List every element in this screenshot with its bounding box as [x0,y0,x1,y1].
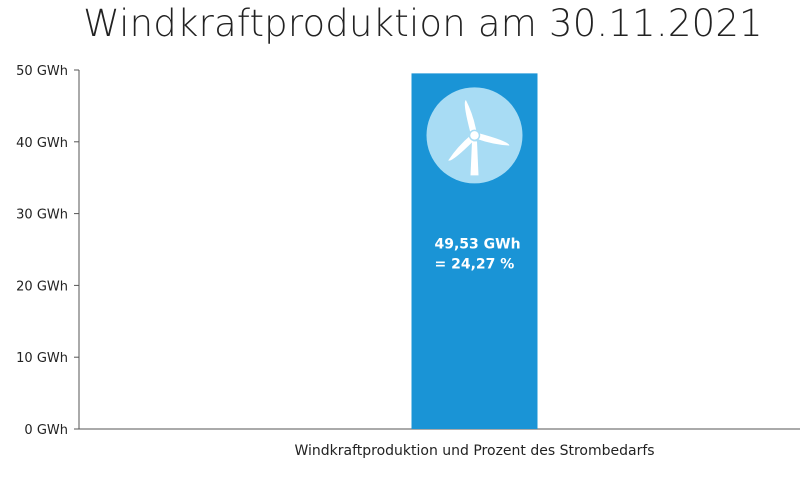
y-tick-label: 50 GWh [16,64,68,79]
bars: 49,53 GWh = 24,27 % [411,73,538,429]
y-axis: 0 GWh 10 GWh 20 GWh 30 GWh 40 GWh 50 GWh [16,64,80,438]
y-tick-label: 40 GWh [16,136,68,151]
y-tick-label: 20 GWh [16,279,68,294]
turbine-blade [475,132,510,146]
turbine-blade [464,100,477,134]
wind-turbine-icon [426,87,523,184]
y-tick-label: 0 GWh [24,423,68,438]
x-category-label: Windkraftproduktion und Prozent des Stro… [294,443,654,459]
chart-title: Windkraftproduktion am 30.11.2021 [83,2,763,45]
y-tick-label: 10 GWh [16,351,68,366]
turbine-tower [470,141,479,176]
turbine-hub [468,129,481,142]
y-tick-label: 30 GWh [16,208,68,223]
turbine-blade [448,134,475,161]
x-axis: Windkraftproduktion und Prozent des Stro… [79,428,800,459]
bar-data-label: 49,53 GWh [435,236,521,252]
bar-data-label: = 24,27 % [435,256,515,272]
